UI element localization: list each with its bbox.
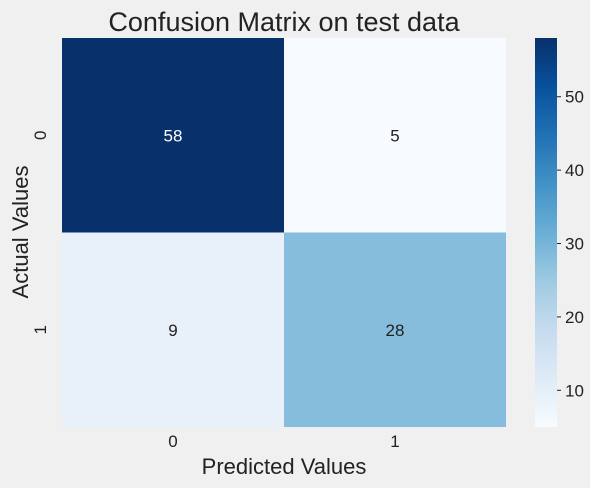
x-tick-label-1: 1 xyxy=(390,432,399,451)
colorbar-ticks: 10 20 30 40 50 xyxy=(557,88,584,400)
x-tick-label-0: 0 xyxy=(168,432,177,451)
heatmap-cell-0-1 xyxy=(284,38,506,233)
heatmap-cell-1-0 xyxy=(62,232,284,427)
x-axis-label: Predicted Values xyxy=(202,454,367,479)
heatmap-cell-label-0-0: 58 xyxy=(164,126,183,145)
colorbar-tick-label-3: 40 xyxy=(565,161,584,180)
heatmap-cell-label-1-0: 9 xyxy=(168,321,177,340)
colorbar-tick-label-2: 30 xyxy=(565,235,584,254)
colorbar xyxy=(535,38,557,427)
heatmap-cell-1-1 xyxy=(284,232,506,427)
colorbar-tick-label-1: 20 xyxy=(565,308,584,327)
heatmap-cells xyxy=(62,38,506,427)
y-tick-label-1: 1 xyxy=(31,325,50,334)
chart-title: Confusion Matrix on test data xyxy=(108,7,460,37)
y-tick-label-0: 0 xyxy=(31,131,50,140)
y-axis-ticks: 01 xyxy=(31,131,50,335)
colorbar-tick-label-0: 10 xyxy=(565,381,584,400)
heatmap-cell-label-0-1: 5 xyxy=(390,126,399,145)
y-axis-label: Actual Values xyxy=(8,166,33,299)
colorbar-tick-label-4: 50 xyxy=(565,88,584,107)
heatmap-cell-0-0 xyxy=(62,38,284,233)
heatmap-cell-labels: 58 5 9 28 xyxy=(164,126,405,340)
heatmap-cell-label-1-1: 28 xyxy=(386,321,405,340)
